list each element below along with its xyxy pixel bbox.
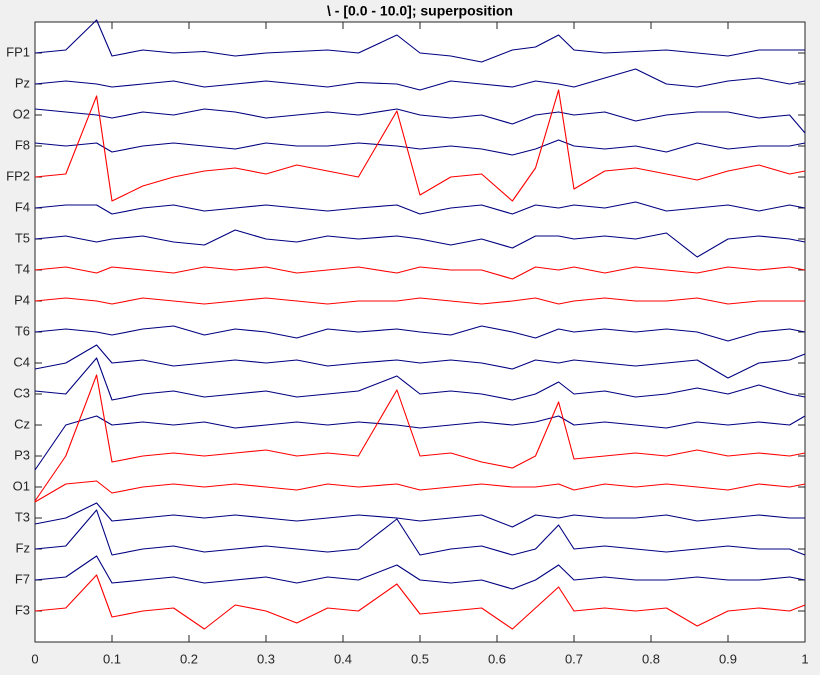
channel-label: F3 (15, 602, 30, 617)
channel-label: O1 (13, 478, 30, 493)
channel-label: F8 (15, 137, 30, 152)
x-tick-label: 0.6 (488, 651, 506, 666)
eeg-trace (34, 555, 806, 590)
eeg-trace (34, 68, 806, 91)
x-tick-label: 0.3 (257, 651, 275, 666)
channel-label: C3 (13, 385, 30, 400)
channel-label: P4 (14, 292, 30, 307)
eeg-trace (34, 266, 806, 280)
channel-label: Pz (15, 75, 30, 90)
x-tick-label: 0.9 (719, 651, 737, 666)
channel-label: FP2 (6, 168, 30, 183)
channel-label: T3 (15, 509, 30, 524)
eeg-trace (34, 297, 805, 305)
channel-label: P3 (14, 447, 30, 462)
x-tick-label: 0 (31, 651, 38, 666)
eeg-trace (34, 344, 806, 379)
eeg-trace (34, 357, 806, 401)
eeg-trace (34, 574, 806, 630)
x-tick-label: 0.7 (565, 651, 583, 666)
channel-label: F4 (15, 199, 30, 214)
channel-label: T5 (15, 230, 30, 245)
eeg-trace (34, 229, 806, 258)
x-tick-label: 0.5 (411, 651, 429, 666)
eeg-trace (34, 89, 806, 202)
eeg-trace (34, 509, 806, 556)
channel-label: T4 (15, 261, 30, 276)
channel-label: F7 (15, 571, 30, 586)
channel-label: Fz (16, 540, 30, 555)
chart-title: \ - [0.0 - 10.0]; superposition (327, 3, 513, 19)
eeg-trace (34, 201, 806, 215)
channel-label: C4 (13, 354, 30, 369)
x-tick-label: 0.4 (334, 651, 352, 666)
channel-label: T6 (15, 323, 30, 338)
eeg-trace (34, 415, 806, 471)
eeg-trace (34, 19, 805, 63)
eeg-trace (34, 480, 806, 503)
x-tick-label: 0.2 (180, 651, 198, 666)
x-tick-label: 0.8 (642, 651, 660, 666)
eeg-trace (34, 374, 806, 502)
eeg-trace (34, 502, 805, 528)
eeg-trace (34, 325, 806, 342)
channel-label: Cz (14, 416, 30, 431)
eeg-trace (34, 139, 806, 156)
channel-label: O2 (13, 106, 30, 121)
x-tick-label: 1 (801, 651, 808, 666)
x-tick-label: 0.1 (103, 651, 121, 666)
channel-label: FP1 (6, 44, 30, 59)
eeg-trace (34, 108, 806, 134)
